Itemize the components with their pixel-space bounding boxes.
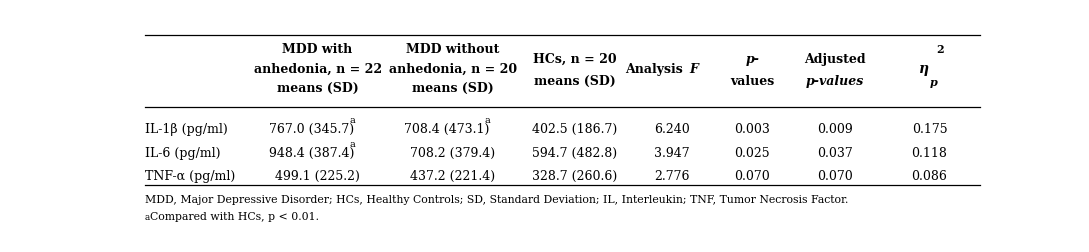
Text: IL-6 (pg/ml): IL-6 (pg/ml) — [145, 146, 220, 159]
Text: 437.2 (221.4): 437.2 (221.4) — [411, 169, 495, 182]
Text: 499.1 (225.2): 499.1 (225.2) — [276, 169, 360, 182]
Text: F: F — [689, 62, 698, 76]
Text: 2: 2 — [937, 44, 944, 55]
Text: 328.7 (260.6): 328.7 (260.6) — [533, 169, 617, 182]
Text: 0.175: 0.175 — [911, 123, 947, 136]
Text: 0.070: 0.070 — [817, 169, 853, 182]
Text: values: values — [730, 74, 774, 87]
Text: 0.086: 0.086 — [911, 169, 947, 182]
Text: 6.240: 6.240 — [654, 123, 690, 136]
Text: MDD with: MDD with — [282, 43, 353, 56]
Text: 0.070: 0.070 — [734, 169, 770, 182]
Text: p: p — [930, 77, 938, 88]
Text: 402.5 (186.7): 402.5 (186.7) — [533, 123, 617, 136]
Text: HCs, n = 20: HCs, n = 20 — [534, 53, 616, 66]
Text: 0.118: 0.118 — [911, 146, 947, 159]
Text: 0.025: 0.025 — [734, 146, 770, 159]
Text: TNF-α (pg/ml): TNF-α (pg/ml) — [145, 169, 235, 182]
Text: 948.4 (387.4): 948.4 (387.4) — [269, 146, 354, 159]
Text: Analysis: Analysis — [625, 62, 683, 76]
Text: 0.037: 0.037 — [817, 146, 853, 159]
Text: 0.009: 0.009 — [817, 123, 853, 136]
Text: 594.7 (482.8): 594.7 (482.8) — [533, 146, 617, 159]
Text: anhedonia, ​​​​​​​​​​​n​ = 22: anhedonia, ​​​​​​​​​​​n​ = 22 — [254, 62, 381, 76]
Text: 767.0 (345.7): 767.0 (345.7) — [269, 123, 354, 136]
Text: 3.947: 3.947 — [654, 146, 689, 159]
Text: means (SD): means (SD) — [277, 82, 358, 95]
Text: MDD without: MDD without — [406, 43, 499, 56]
Text: 708.4 (473.1): 708.4 (473.1) — [404, 123, 489, 136]
Text: 2.776: 2.776 — [654, 169, 689, 182]
Text: IL-1β (pg/ml): IL-1β (pg/ml) — [145, 123, 228, 136]
Text: a: a — [145, 212, 150, 221]
Text: Adjusted: Adjusted — [804, 53, 866, 66]
Text: p-values: p-values — [806, 74, 864, 87]
Text: a: a — [485, 116, 490, 125]
Text: anhedonia, n = 20: anhedonia, n = 20 — [389, 62, 516, 76]
Text: means (SD): means (SD) — [534, 74, 616, 87]
Text: a: a — [350, 139, 355, 148]
Text: η: η — [919, 62, 929, 76]
Text: MDD, Major Depressive Disorder; HCs, Healthy Controls; SD, Standard Deviation; I: MDD, Major Depressive Disorder; HCs, Hea… — [145, 194, 848, 204]
Text: 708.2 (379.4): 708.2 (379.4) — [411, 146, 495, 159]
Text: p-: p- — [745, 53, 759, 66]
Text: a: a — [350, 116, 355, 125]
Text: means (SD): means (SD) — [412, 82, 493, 95]
Text: Compared with HCs, p < 0.01.: Compared with HCs, p < 0.01. — [150, 211, 319, 222]
Text: 0.003: 0.003 — [734, 123, 770, 136]
